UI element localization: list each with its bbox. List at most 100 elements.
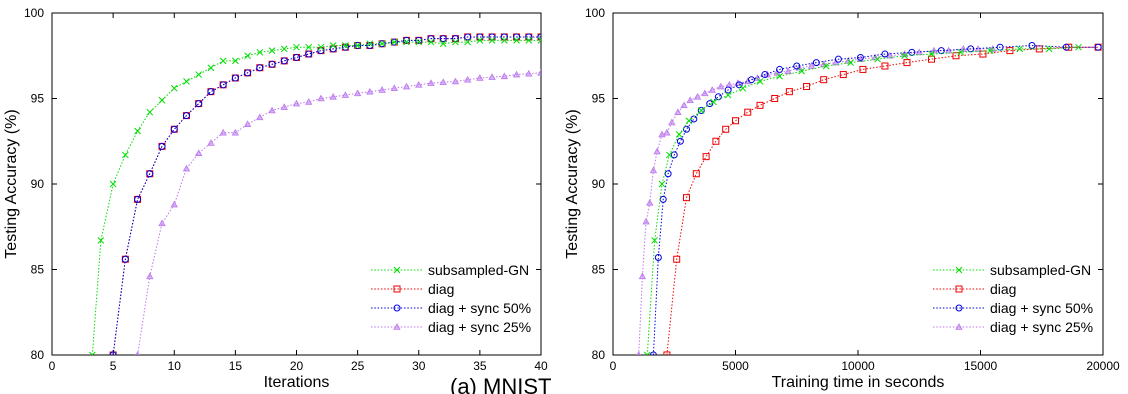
series-line <box>652 44 1099 355</box>
data-point <box>256 113 264 121</box>
data-point <box>366 41 374 49</box>
y-tick-label: 80 <box>31 348 45 362</box>
data-point <box>512 70 521 78</box>
data-point <box>439 78 447 86</box>
data-point <box>525 69 533 77</box>
data-point <box>658 180 666 188</box>
data-point <box>183 78 190 85</box>
y-tick-label: 100 <box>585 6 605 20</box>
x-tick-label: 10000 <box>841 359 875 373</box>
figure-caption: (a) MNIST <box>450 374 552 394</box>
x-tick-label: 15000 <box>964 359 998 373</box>
legend-marker <box>955 304 963 312</box>
data-point <box>146 108 154 116</box>
data-point <box>317 43 325 51</box>
data-point <box>378 40 386 48</box>
legend-label: diag + sync 25% <box>990 319 1093 335</box>
chart-panel-training-time: 0 5000 10000 15000 20000 80 85 90 95 100 Training … <box>564 6 1120 391</box>
data-point <box>366 87 374 95</box>
data-point <box>195 100 203 108</box>
x-tick-label: 5000 <box>722 359 749 373</box>
legend-marker <box>955 285 963 293</box>
y-tick-label: 90 <box>31 177 45 191</box>
data-point <box>664 170 672 178</box>
data-point <box>97 237 105 244</box>
data-point <box>732 117 739 125</box>
data-point <box>692 170 700 178</box>
data-point <box>636 351 641 355</box>
series-diag-sync-25 <box>135 69 541 355</box>
series-diag-sync-25 <box>636 45 997 355</box>
data-point <box>353 89 362 97</box>
data-point <box>415 38 423 46</box>
data-point <box>693 92 702 100</box>
data-point <box>839 71 847 79</box>
data-point <box>683 125 690 133</box>
data-point <box>513 37 520 44</box>
data-point <box>537 33 541 41</box>
data-point <box>182 112 190 120</box>
data-point <box>134 127 141 135</box>
data-point <box>170 84 178 92</box>
legend-marker <box>955 323 963 330</box>
y-axis-label: Testing Accuracy (%) <box>3 109 20 258</box>
data-point <box>670 151 678 159</box>
data-point <box>874 55 881 63</box>
data-point <box>822 62 830 70</box>
data-point <box>697 106 705 114</box>
data-point <box>158 142 166 150</box>
data-point <box>1016 45 1024 53</box>
data-point <box>135 351 140 355</box>
data-point <box>464 38 472 46</box>
x-tick-label: 40 <box>534 359 548 373</box>
data-point <box>243 120 252 127</box>
data-point <box>232 57 239 65</box>
data-point <box>488 73 496 80</box>
legend-label: diag + sync 50% <box>990 300 1093 316</box>
data-point <box>674 108 682 115</box>
data-point <box>256 64 264 72</box>
data-point <box>403 38 410 46</box>
legend-entry-diag-sync-50: diag + sync 50% <box>933 300 1093 316</box>
series-subsampled-gn <box>88 37 541 355</box>
data-point <box>329 42 337 49</box>
data-point <box>195 149 203 157</box>
series-line <box>137 72 541 355</box>
x-tick-label: 15 <box>229 359 243 373</box>
legend-label: diag + sync 50% <box>428 300 531 316</box>
data-point <box>651 237 659 244</box>
data-point <box>378 86 386 93</box>
data-point <box>676 137 684 145</box>
data-point <box>244 69 252 77</box>
series-line <box>91 39 541 355</box>
data-point <box>341 91 350 98</box>
data-point <box>706 100 714 108</box>
data-point <box>354 42 361 49</box>
y-axis-label: Testing Accuracy (%) <box>564 109 581 258</box>
data-point <box>793 62 801 70</box>
data-point <box>712 137 720 145</box>
data-point <box>109 180 117 188</box>
data-point <box>293 43 300 51</box>
data-point <box>464 33 472 41</box>
data-point <box>219 57 227 65</box>
data-point <box>881 50 889 58</box>
data-point <box>231 128 240 136</box>
data-point <box>747 76 755 84</box>
data-point <box>390 84 398 92</box>
data-point <box>761 71 769 79</box>
x-tick-label: 5 <box>110 359 117 373</box>
data-point <box>735 81 743 89</box>
y-tick-label: 95 <box>31 92 45 106</box>
series-line <box>666 46 1099 355</box>
data-point <box>231 74 239 82</box>
x-tick-label: 30 <box>412 359 426 373</box>
data-point <box>986 47 994 54</box>
legend-label: diag + sync 25% <box>428 319 531 335</box>
data-point <box>646 198 654 206</box>
data-point <box>134 195 142 203</box>
data-point <box>1045 45 1053 53</box>
data-point <box>756 78 764 85</box>
legend-label: diag <box>428 281 454 297</box>
